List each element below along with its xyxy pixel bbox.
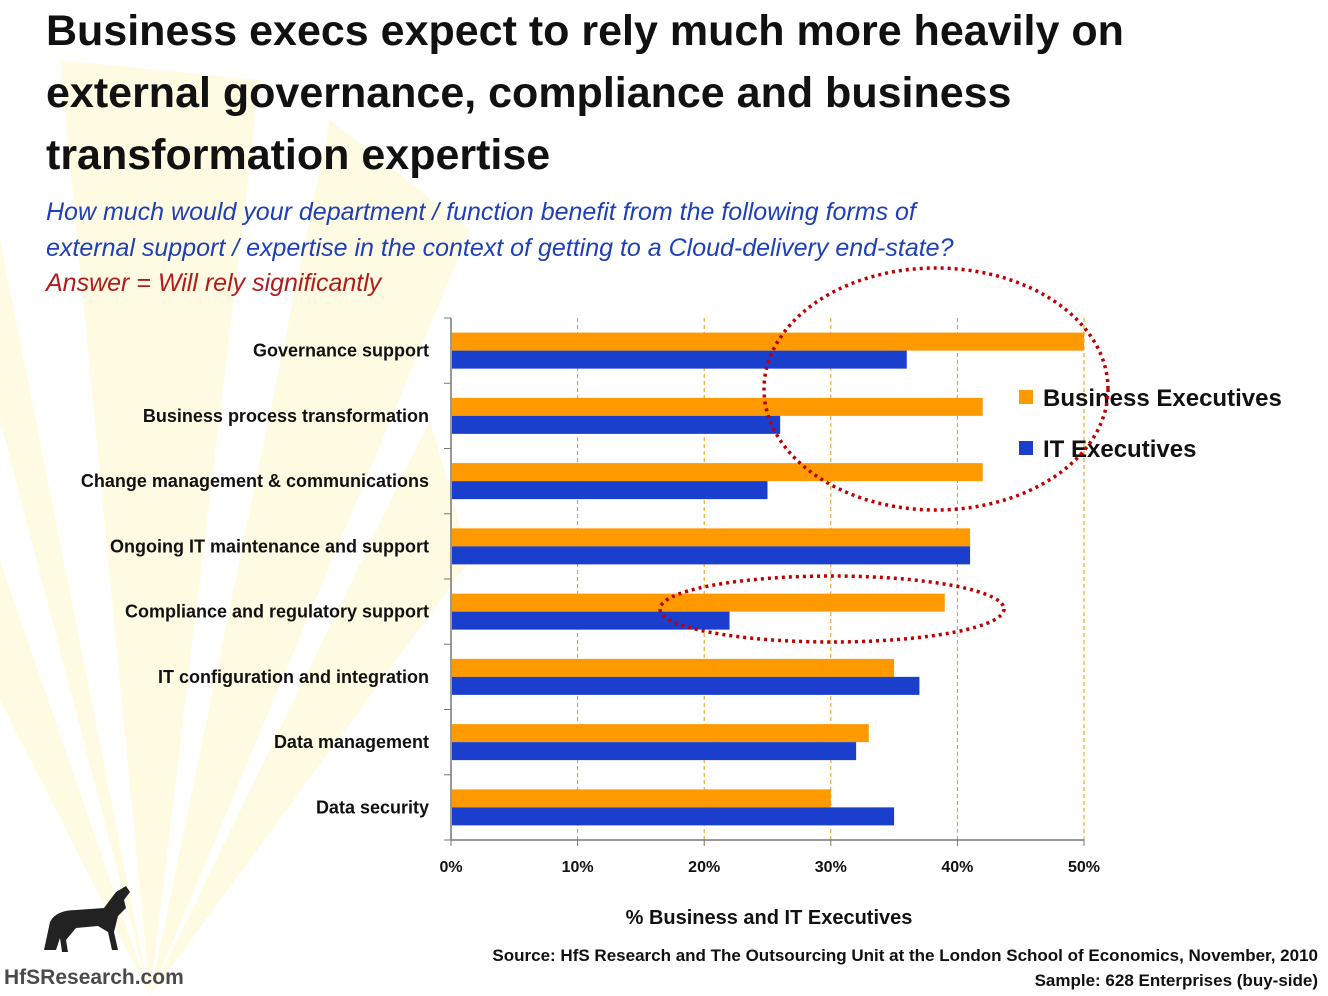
survey-question-line-2: external support / expertise in the cont…: [46, 234, 954, 262]
x-axis-title: % Business and IT Executives: [626, 907, 913, 929]
bar-it-executives: [452, 481, 768, 500]
x-tick-label: 30%: [815, 859, 847, 876]
bar-business-executives: [452, 332, 1084, 351]
legend: Business Executives IT Executives: [1019, 385, 1282, 463]
highlight-ellipse-top: [762, 266, 1110, 512]
source-note: Source: HfS Research and The Outsourcing…: [492, 946, 1318, 965]
bar-business-executives: [452, 593, 945, 612]
bar-it-executives: [452, 415, 781, 434]
category-label: Data management: [274, 732, 429, 752]
x-tick-label: 10%: [562, 859, 594, 876]
legend-swatch-business: [1019, 390, 1033, 404]
category-label: IT configuration and integration: [158, 667, 429, 687]
horse-icon: [44, 886, 130, 952]
survey-question-line-1: How much would your department / functio…: [46, 198, 916, 226]
legend-swatch-it: [1019, 441, 1033, 455]
bar-business-executives: [452, 658, 895, 677]
bar-it-executives: [452, 742, 857, 761]
bar-it-executives: [452, 676, 920, 695]
category-label: Data security: [316, 797, 429, 817]
x-tick-label: 20%: [688, 859, 720, 876]
bar-it-executives: [452, 546, 971, 565]
highlight-ellipse-compliance: [658, 574, 1006, 644]
x-tick-label: 0%: [439, 859, 462, 876]
sample-note: Sample: 628 Enterprises (buy-side): [1034, 971, 1318, 990]
category-label: Governance support: [253, 341, 429, 361]
bar-business-executives: [452, 463, 983, 482]
legend-label: Business Executives: [1043, 385, 1282, 412]
page-title: Business execs expect to rely much more …: [46, 7, 1124, 179]
category-label: Business process transformation: [143, 406, 429, 426]
bar-business-executives: [452, 789, 831, 808]
x-tick-label: 40%: [941, 859, 973, 876]
bar-business-executives: [452, 397, 983, 416]
answer-note: Answer = Will rely significantly: [46, 269, 382, 297]
bar-business-executives: [452, 528, 971, 547]
bar-it-executives: [452, 350, 907, 369]
x-tick-label: 50%: [1068, 859, 1100, 876]
category-label: Change management & communications: [81, 471, 429, 491]
bar-business-executives: [452, 724, 869, 743]
bar-it-executives: [452, 611, 730, 630]
category-label: Ongoing IT maintenance and support: [110, 536, 429, 556]
legend-label: IT Executives: [1043, 436, 1196, 463]
category-label: Compliance and regulatory support: [125, 602, 429, 622]
bar-it-executives: [452, 807, 895, 826]
logo-text: HfSResearch.com: [4, 966, 184, 989]
